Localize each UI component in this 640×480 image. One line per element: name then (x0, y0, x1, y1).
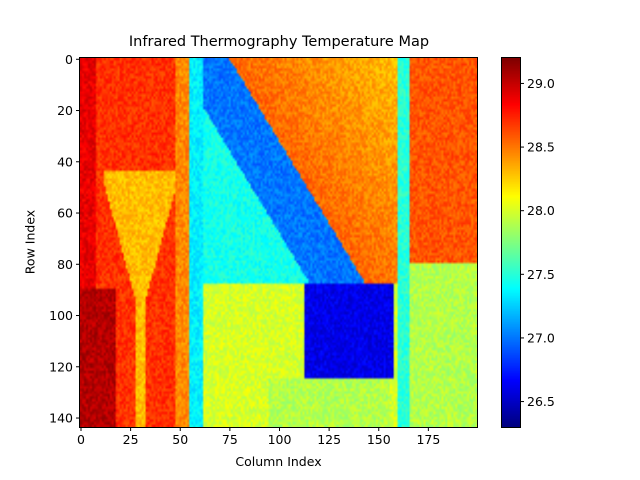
colorbar-gradient (502, 58, 520, 427)
x-tick-label: 175 (416, 432, 440, 447)
y-axis-label: Row Index (22, 209, 38, 275)
x-tick-label: 125 (317, 432, 341, 447)
y-tick-label: 100 (49, 308, 73, 323)
colorbar-tick-label: 26.5 (527, 394, 555, 409)
y-tick-label: 140 (49, 411, 73, 426)
colorbar-tick-label: 27.5 (527, 267, 555, 282)
y-axis-ticks: 0 20 40 60 80 100 120 140 (49, 52, 80, 426)
y-tick-label: 20 (57, 103, 73, 118)
y-tick-label: 120 (49, 359, 73, 374)
colorbar (501, 57, 521, 428)
y-tick-label: 60 (57, 206, 73, 221)
y-tick-label: 40 (57, 154, 73, 169)
colorbar-tick-label: 28.0 (527, 203, 555, 218)
y-tick-label: 80 (57, 257, 73, 272)
x-tick-label: 50 (172, 432, 188, 447)
colorbar-ticks: 26.5 27.0 27.5 28.0 28.5 29.0 (520, 76, 555, 409)
heatmap-plot-area (79, 57, 478, 428)
chart-title: Infrared Thermography Temperature Map (128, 34, 430, 50)
x-tick-label: 150 (367, 432, 391, 447)
heatmap-image (80, 58, 477, 427)
y-tick-label: 0 (65, 52, 73, 67)
colorbar-tick-label: 27.0 (527, 330, 555, 345)
x-axis-label: Column Index (235, 454, 322, 469)
colorbar-tick-label: 29.0 (527, 76, 555, 91)
x-tick-label: 0 (77, 432, 85, 447)
x-axis-ticks: 0 25 50 75 100 125 150 175 (77, 427, 440, 447)
colorbar-tick-label: 28.5 (527, 140, 555, 155)
x-tick-label: 75 (222, 432, 238, 447)
x-tick-label: 25 (123, 432, 139, 447)
x-tick-label: 100 (268, 432, 292, 447)
